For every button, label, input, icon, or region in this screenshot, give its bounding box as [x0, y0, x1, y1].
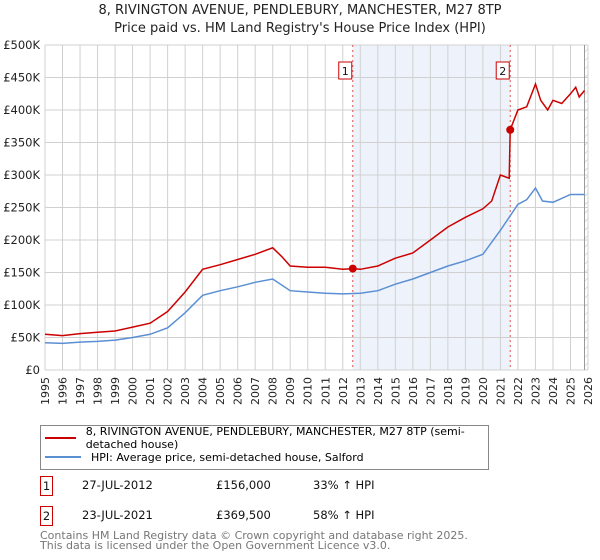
legend-label: HPI: Average price, semi-detached house,…: [91, 450, 364, 464]
legend-swatch-red: [45, 437, 76, 439]
x-tick-label: 2000: [127, 377, 140, 405]
x-tick-label: 2013: [354, 377, 367, 405]
x-tick-label: 2021: [494, 377, 507, 405]
legend: 8, RIVINGTON AVENUE, PENDLEBURY, MANCHES…: [40, 425, 489, 470]
y-tick-label: £350K: [3, 136, 40, 150]
x-tick-label: 2004: [197, 377, 210, 405]
x-tick-label: 2006: [232, 377, 245, 405]
x-tick-label: 2016: [407, 377, 420, 405]
y-tick-label: £250K: [3, 201, 40, 215]
sale-price: £369,500: [216, 508, 271, 522]
x-tick-label: 2010: [302, 377, 315, 405]
x-tick-label: 2011: [319, 377, 332, 405]
sale-hpi-diff: 58% ↑ HPI: [313, 508, 375, 522]
y-tick-label: £400K: [3, 103, 40, 117]
x-tick-label: 1995: [39, 377, 52, 405]
x-tick-label: 1997: [74, 377, 87, 405]
x-tick-label: 2012: [337, 377, 350, 405]
x-tick-label: 2020: [477, 377, 490, 405]
y-tick-label: £100K: [3, 298, 40, 312]
x-tick-label: 2025: [564, 377, 577, 405]
x-tick-label: 2019: [459, 377, 472, 405]
sale-marker-badge: 2: [40, 506, 53, 526]
sale-point: [348, 264, 357, 273]
copyright-text: Contains HM Land Registry data © Crown c…: [40, 529, 468, 542]
x-tick-label: 2017: [424, 377, 437, 405]
x-tick-label: 2026: [582, 377, 595, 405]
x-tick-label: 2024: [547, 377, 560, 405]
sale-label-box: [495, 61, 510, 80]
sale-label: 2: [499, 65, 506, 78]
sale-label-box: [338, 61, 353, 80]
sale-marker-badge: 1: [40, 476, 53, 496]
footer: Contains HM Land Registry data © Crown c…: [40, 529, 468, 552]
sale-point: [506, 125, 515, 134]
sale-price: £156,000: [216, 478, 271, 492]
y-tick-label: £450K: [3, 71, 40, 85]
x-tick-label: 2002: [162, 377, 175, 405]
chart-subtitle: Price paid vs. HM Land Registry's House …: [114, 21, 486, 36]
licence-text: This data is licensed under the Open Gov…: [40, 539, 391, 552]
sale-date: 23-JUL-2021: [82, 508, 153, 522]
x-tick-label: 1998: [92, 377, 105, 405]
series-line: [44, 81, 586, 337]
sale-hpi-diff: 33% ↑ HPI: [313, 478, 375, 492]
x-tick-label: 2022: [512, 377, 525, 405]
x-tick-label: 2007: [249, 377, 262, 405]
x-tick-label: 2008: [267, 377, 280, 405]
x-tick-label: 2009: [284, 377, 297, 405]
sale-label: 1: [342, 65, 349, 78]
x-tick-label: 1999: [109, 377, 122, 405]
chart-title: 8, RIVINGTON AVENUE, PENDLEBURY, MANCHES…: [98, 3, 502, 18]
x-tick-label: 2018: [442, 377, 455, 405]
plot-area: 1995 1996 1997 1998 1999 2000 2001 2002 2003 2004…: [3, 38, 595, 405]
legend-label: 8, RIVINGTON AVENUE, PENDLEBURY, MANCHES…: [85, 425, 465, 451]
x-tick-label: 2001: [144, 377, 157, 405]
y-tick-label: £50K: [11, 331, 41, 345]
x-tick-label: 2003: [179, 377, 192, 405]
x-tick-label: 2023: [529, 377, 542, 405]
y-tick-label: £500K: [3, 38, 40, 52]
x-tick-label: 2014: [372, 377, 385, 405]
legend-item-hpi: HPI: Average price, semi-detached house,…: [45, 449, 364, 465]
x-tick-label: 2005: [214, 377, 227, 405]
y-tick-label: £200K: [3, 233, 40, 247]
legend-item-property: 8, RIVINGTON AVENUE, PENDLEBURY, MANCHES…: [45, 425, 488, 451]
y-tick-label: £0: [25, 363, 40, 377]
series-line: [44, 186, 585, 345]
x-tick-label: 2015: [389, 377, 402, 405]
sale-date: 27-JUL-2012: [82, 478, 153, 492]
legend-swatch-blue: [45, 456, 81, 458]
y-tick-label: £150K: [3, 266, 40, 280]
x-tick-label: 1996: [57, 377, 70, 405]
y-tick-label: £300K: [3, 168, 40, 182]
